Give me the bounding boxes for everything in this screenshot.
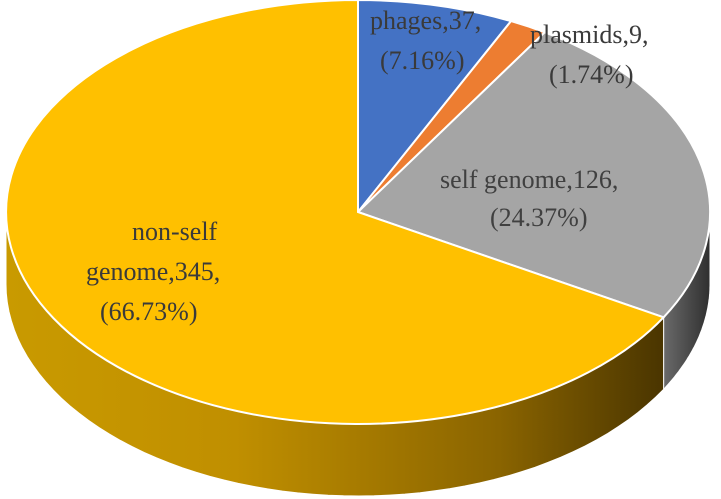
label-non-self-genome-line3: (66.73%) [100, 297, 197, 326]
label-plasmids-line1: plasmids,9, [530, 20, 648, 49]
label-phages: phages,37, (7.16%) [370, 6, 488, 75]
pie-top-faces [5, 0, 712, 425]
label-self-genome-line2: (24.37%) [490, 203, 587, 232]
label-self-genome: self genome,126, (24.37%) [440, 165, 625, 232]
label-self-genome-line1: self genome,126, [440, 165, 618, 194]
label-non-self-genome-line2: genome,345, [86, 257, 220, 286]
label-plasmids: plasmids,9, (1.74%) [530, 20, 655, 89]
label-phages-line2: (7.16%) [380, 46, 464, 75]
label-plasmids-line2: (1.74%) [549, 60, 633, 89]
slice-non-self-genome [5, 0, 666, 425]
label-non-self-genome: non-self genome,345, (66.73%) [86, 217, 227, 326]
label-non-self-genome-line1: non-self [132, 217, 218, 246]
slice-phages [357, 0, 513, 215]
label-phages-line1: phages,37, [370, 6, 481, 35]
pie-labels: phages,37, (7.16%) plasmids,9, (1.74%) s… [86, 6, 655, 326]
slice-self-genome [356, 31, 712, 319]
